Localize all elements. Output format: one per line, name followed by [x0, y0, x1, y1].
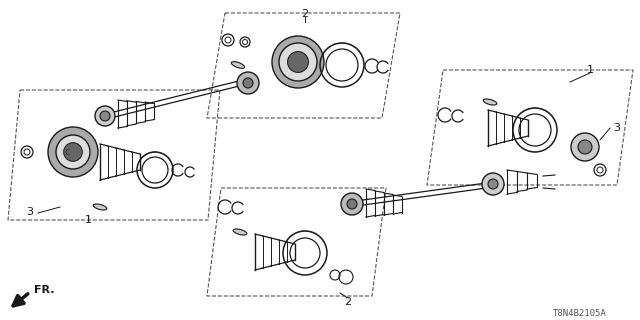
Circle shape [48, 127, 98, 177]
Circle shape [482, 173, 504, 195]
Circle shape [243, 78, 253, 88]
Circle shape [237, 72, 259, 94]
Circle shape [272, 36, 324, 88]
Circle shape [287, 52, 308, 72]
Text: 2: 2 [344, 297, 351, 307]
Circle shape [341, 193, 363, 215]
Circle shape [488, 179, 498, 189]
Text: 3: 3 [26, 207, 33, 217]
Circle shape [63, 143, 83, 161]
Text: 3: 3 [614, 123, 621, 133]
Text: c: c [64, 147, 70, 157]
Circle shape [578, 140, 592, 154]
Ellipse shape [232, 62, 244, 68]
Ellipse shape [483, 99, 497, 105]
Text: 1: 1 [586, 65, 593, 75]
Circle shape [95, 106, 115, 126]
Ellipse shape [93, 204, 107, 210]
Text: 2: 2 [301, 9, 308, 19]
Circle shape [100, 111, 110, 121]
Circle shape [571, 133, 599, 161]
Circle shape [279, 43, 317, 81]
Circle shape [347, 199, 357, 209]
Text: 1: 1 [84, 215, 92, 225]
Circle shape [56, 135, 90, 169]
Text: FR.: FR. [34, 285, 54, 295]
Text: T8N4B2105A: T8N4B2105A [553, 309, 607, 318]
Ellipse shape [233, 229, 247, 235]
